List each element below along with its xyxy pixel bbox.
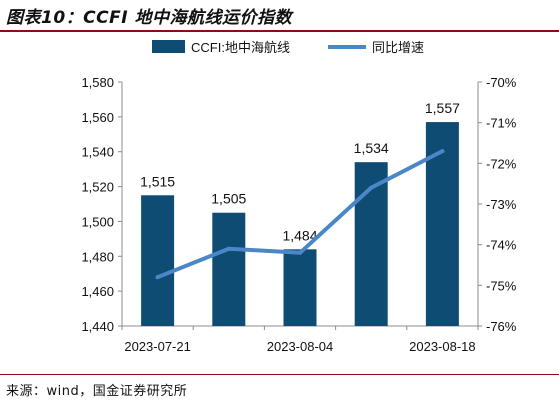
right-tick-label: -71% xyxy=(486,116,517,131)
yoy-growth-point xyxy=(226,246,231,251)
title-divider xyxy=(0,30,559,32)
bar-data-label: 1,515 xyxy=(140,173,175,189)
left-tick-label: 1,500 xyxy=(81,214,114,229)
bar-data-label: 1,505 xyxy=(211,191,246,207)
left-tick-label: 1,580 xyxy=(81,75,114,90)
legend-line-label: 同比增速 xyxy=(372,40,424,55)
left-tick-label: 1,560 xyxy=(81,110,114,125)
right-tick-label: -72% xyxy=(486,156,517,171)
yoy-growth-point xyxy=(369,185,374,190)
right-tick-label: -74% xyxy=(486,238,517,253)
chart-title: 图表10：CCFI 地中海航线运价指数 xyxy=(6,8,292,28)
legend-bar-swatch xyxy=(152,40,185,53)
yoy-growth-point xyxy=(440,149,445,154)
right-tick-label: -75% xyxy=(486,278,517,293)
x-tick-label: 2023-08-18 xyxy=(409,339,476,354)
bar xyxy=(283,249,317,326)
yoy-growth-point xyxy=(155,275,160,280)
bar-data-label: 1,534 xyxy=(354,140,389,156)
bar-data-label: 1,557 xyxy=(425,100,460,116)
x-tick-label: 2023-07-21 xyxy=(124,339,191,354)
left-tick-label: 1,460 xyxy=(81,284,114,299)
right-tick-label: -76% xyxy=(486,319,517,334)
chart-area: CCFI:地中海航线 同比增速 1,580 1,560 1,540 1,520 1,500 1… xyxy=(81,40,517,354)
left-tick-label: 1,520 xyxy=(81,180,114,195)
yoy-growth-point xyxy=(298,250,302,255)
legend-bar-label: CCFI:地中海航线 xyxy=(191,40,290,55)
bar xyxy=(141,195,175,326)
right-tick-label: -73% xyxy=(486,197,517,212)
left-tick-label: 1,540 xyxy=(81,145,114,160)
bar-data-label: 1,484 xyxy=(282,227,317,243)
footer-divider xyxy=(0,374,559,375)
left-tick-label: 1,480 xyxy=(81,249,114,264)
right-tick-label: -70% xyxy=(486,75,517,90)
x-tick-label: 2023-08-04 xyxy=(267,339,334,354)
left-tick-label: 1,440 xyxy=(81,319,114,334)
bar xyxy=(212,212,246,326)
source-note: 来源：wind，国金证券研究所 xyxy=(6,384,188,399)
